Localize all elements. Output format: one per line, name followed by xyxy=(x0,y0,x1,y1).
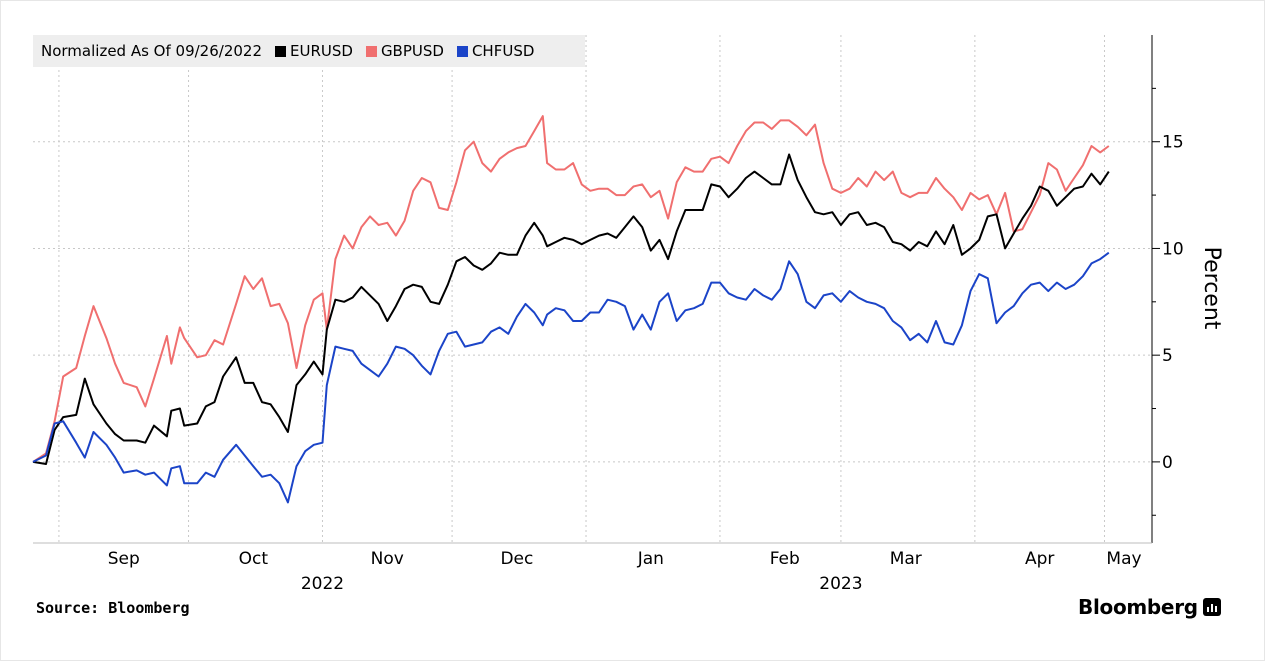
x-year-label: 2023 xyxy=(819,574,862,594)
x-tick-label: Jan xyxy=(637,549,664,569)
legend-item-eurusd: EURUSD xyxy=(275,42,353,60)
legend: Normalized As Of 09/26/2022 EURUSD GBPUS… xyxy=(33,35,585,67)
brand-wordmark: Bloomberg xyxy=(1078,595,1198,619)
series-line-chfusd xyxy=(32,251,1110,504)
y-tick-label: 15 xyxy=(1162,133,1184,153)
series-lines xyxy=(32,115,1110,504)
legend-label-chfusd: CHFUSD xyxy=(471,42,535,60)
series-line-gbpusd xyxy=(32,115,1110,463)
series-line-eurusd xyxy=(32,153,1110,465)
brand-logo: Bloomberg xyxy=(1078,595,1221,619)
y-tick-label: 10 xyxy=(1162,239,1184,259)
y-tick-label: 0 xyxy=(1162,453,1173,473)
gridlines xyxy=(33,35,1152,543)
legend-note: Normalized As Of 09/26/2022 xyxy=(41,42,262,60)
axes: Sep Oct Nov 2022 Dec Jan Feb Mar 2023 Apr May 0 5 10 1… xyxy=(33,35,1224,594)
bar-chart-icon xyxy=(1202,598,1221,616)
x-tick-label: Apr xyxy=(1025,549,1054,569)
x-tick-label: Sep xyxy=(108,549,140,569)
legend-swatch-eurusd xyxy=(275,45,286,57)
legend-swatch-chfusd xyxy=(456,45,468,57)
x-year-label: 2022 xyxy=(301,574,344,594)
legend-label-eurusd: EURUSD xyxy=(290,42,353,60)
y-tick-label: 5 xyxy=(1162,346,1173,366)
legend-label-gbpusd: GBPUSD xyxy=(380,42,444,60)
legend-swatch-gbpusd xyxy=(365,45,377,57)
legend-item-chfusd: CHFUSD xyxy=(456,42,535,60)
x-tick-label: Oct xyxy=(239,549,269,569)
source-note: Source: Bloomberg xyxy=(36,599,190,617)
legend-item-gbpusd: GBPUSD xyxy=(365,42,444,60)
x-tick-label: Mar xyxy=(890,549,922,569)
y-axis-label: Percent xyxy=(1199,247,1224,330)
x-tick-label: May xyxy=(1106,549,1141,569)
x-tick-label: Nov xyxy=(371,549,404,569)
x-tick-label: Feb xyxy=(770,549,800,569)
x-tick-label: Dec xyxy=(500,549,533,569)
